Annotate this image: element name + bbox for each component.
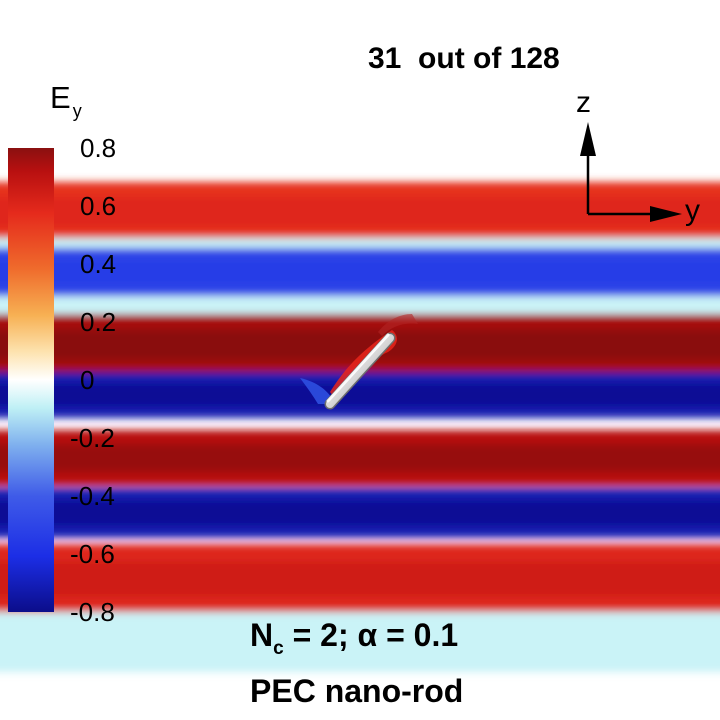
caption-n-subscript: c — [273, 638, 284, 659]
caption-alpha-symbol: α — [357, 617, 378, 653]
y-axis-label: y — [685, 194, 700, 227]
colorbar-quantity-subscript: y — [72, 101, 82, 121]
colorbar-tick-label: 0.4 — [80, 249, 117, 279]
colorbar-tick-label: -0.4 — [70, 481, 115, 511]
axis-indicator — [580, 122, 682, 222]
caption-alpha-value: = 0.1 — [377, 617, 459, 653]
colorbar — [8, 148, 54, 612]
nano-rod — [324, 332, 396, 410]
frame-total: 128 — [509, 42, 560, 75]
z-axis-label: z — [576, 86, 591, 119]
frame-counter: 31 out of 128 — [368, 42, 560, 76]
colorbar-quantity: E — [50, 80, 71, 115]
y-arrowhead-icon — [650, 206, 682, 222]
colorbar-tick-label: -0.2 — [70, 423, 115, 453]
field-band — [0, 296, 720, 316]
field-band — [0, 238, 720, 250]
colorbar-tick-label: 0.6 — [80, 191, 117, 221]
colorbar-tick-label: 0.8 — [80, 133, 117, 163]
colorbar-tick-label: 0 — [80, 365, 95, 395]
field-band-core — [0, 197, 720, 227]
caption-n-value: = 2; — [283, 617, 358, 653]
field-band-core — [0, 260, 720, 284]
colorbar-tick-label: -0.8 — [70, 597, 115, 627]
rod-near-field-blue — [300, 378, 335, 404]
caption-parameters: Nc = 2; α = 0.1 — [250, 614, 463, 670]
field-band-core — [0, 444, 720, 472]
frame-current: 31 — [368, 42, 402, 75]
z-arrowhead-icon — [580, 122, 596, 156]
frame-separator: out of — [418, 42, 502, 75]
rod-near-field-blue-top — [378, 314, 418, 336]
field-band-core — [0, 500, 720, 526]
colorbar-tick-label: 0.2 — [80, 307, 117, 337]
caption: Nc = 2; α = 0.1 PEC nano-rod — [250, 614, 463, 712]
caption-object: PEC nano-rod — [250, 673, 464, 709]
colorbar-tick-label: -0.6 — [70, 539, 115, 569]
caption-n-symbol: N — [250, 617, 274, 653]
field-band-core — [0, 561, 720, 597]
field-band-core — [0, 383, 720, 407]
field-band — [0, 612, 720, 672]
